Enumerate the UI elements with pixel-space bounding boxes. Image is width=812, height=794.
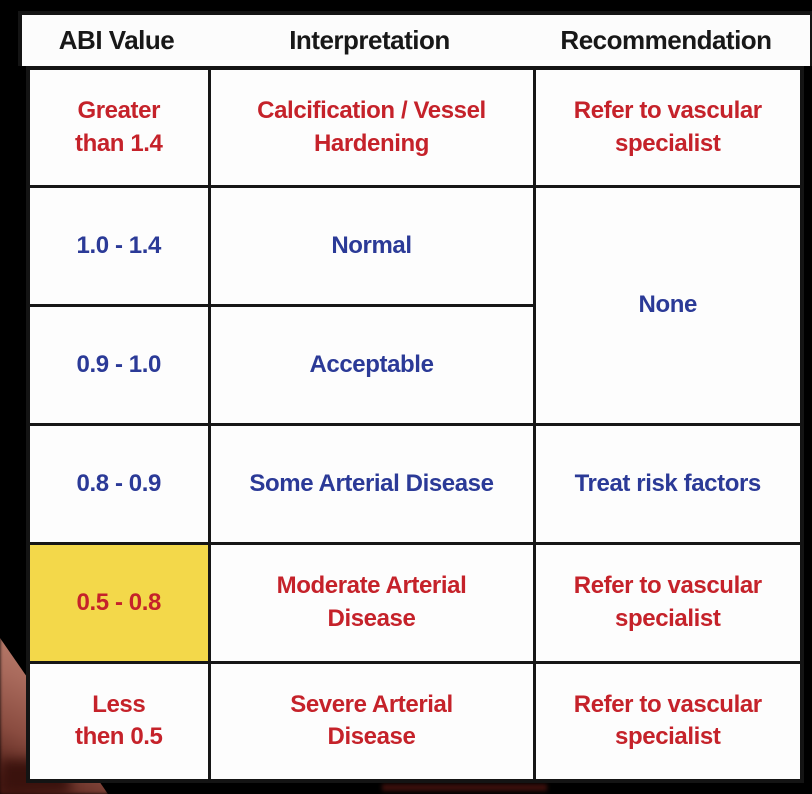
cell-interpretation: Normal: [207, 185, 536, 308]
cell-interpretation: Severe Arterial Disease: [207, 660, 536, 783]
col-header-interpretation: Interpretation: [289, 25, 450, 55]
cell-abi-range: Less then 0.5: [26, 660, 211, 783]
col-header-recommendation: Recommendation: [560, 25, 772, 55]
table-row-calcification: Greater than 1.4 Calcification / Vessel …: [26, 66, 804, 189]
table-header: ABI Value Interpretation Recommendation: [18, 11, 812, 66]
cell-abi-range: Greater than 1.4: [26, 66, 211, 189]
abi-table: Greater than 1.4 Calcification / Vessel …: [26, 66, 804, 783]
cell-recommendation: Refer to vascular specialist: [532, 66, 804, 189]
cell-interpretation: Moderate Arterial Disease: [207, 541, 536, 664]
video-artifact: [382, 784, 547, 791]
cell-interpretation: Calcification / Vessel Hardening: [207, 66, 536, 189]
cell-recommendation: Refer to vascular specialist: [532, 541, 804, 664]
cell-abi-range: 0.8 - 0.9: [26, 422, 211, 545]
cell-recommendation: Treat risk factors: [532, 422, 804, 545]
cell-recommendation-merged: None: [532, 185, 804, 426]
cell-abi-range: 0.9 - 1.0: [26, 304, 211, 426]
table-row-some-disease: 0.8 - 0.9 Some Arterial Disease Treat ri…: [26, 422, 804, 545]
cell-interpretation: Acceptable: [207, 304, 536, 426]
table-row-normal: 1.0 - 1.4 Normal None: [26, 185, 804, 426]
cell-abi-range: 1.0 - 1.4: [26, 185, 211, 308]
cell-interpretation: Some Arterial Disease: [207, 422, 536, 545]
col-header-abi-value: ABI Value: [58, 25, 175, 55]
cell-recommendation: Refer to vascular specialist: [532, 660, 804, 783]
cell-abi-range-highlighted: 0.5 - 0.8: [26, 541, 211, 664]
table-row-severe-disease: Less then 0.5 Severe Arterial Disease Re…: [26, 660, 804, 783]
table-row-moderate-disease: 0.5 - 0.8 Moderate Arterial Disease Refe…: [26, 541, 804, 664]
table-row-acceptable: 0.9 - 1.0 Acceptable: [26, 304, 802, 426]
